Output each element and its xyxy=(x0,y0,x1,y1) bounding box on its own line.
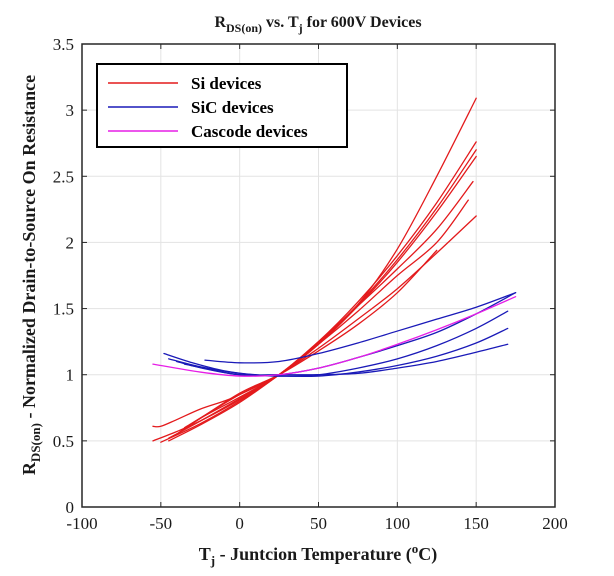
series-line-si-devices-5 xyxy=(168,180,474,439)
series-cascode-devices xyxy=(152,296,517,377)
series-line-si-devices-3 xyxy=(160,149,477,443)
y-tick-label: 1.5 xyxy=(53,300,74,319)
y-tick-label: 3 xyxy=(66,101,75,120)
x-tick-labels: -100 -50 0 50 100 150 200 xyxy=(66,514,567,533)
legend-label-sic: SiC devices xyxy=(191,98,274,117)
y-tick-labels: 0 0.5 1 1.5 2 2.5 3 3.5 xyxy=(53,35,74,517)
series-line-si-devices-8 xyxy=(191,249,438,425)
tick-marks xyxy=(81,43,556,508)
series-line-si-devices-6 xyxy=(175,199,469,435)
series-line-sic-devices-2 xyxy=(168,310,509,377)
y-tick-label: 2 xyxy=(66,233,75,252)
x-tick-label: 50 xyxy=(310,514,327,533)
series-si-devices xyxy=(152,97,477,443)
x-tick-label: 0 xyxy=(235,514,244,533)
legend-box xyxy=(96,63,348,148)
series-layer xyxy=(152,97,517,443)
y-tick-label: 1 xyxy=(66,366,75,385)
legend-label-si: Si devices xyxy=(191,74,262,93)
series-line-cascode-devices-1 xyxy=(152,296,517,377)
y-tick-label: 3.5 xyxy=(53,35,74,54)
legend-label-cascode: Cascode devices xyxy=(191,122,308,141)
series-line-si-devices-7 xyxy=(183,215,477,429)
series-line-sic-devices-5 xyxy=(204,292,517,364)
x-tick-label: -100 xyxy=(66,514,97,533)
x-tick-label: 200 xyxy=(542,514,568,533)
chart-title: RDS(on) vs. Tj for 600V Devices xyxy=(214,14,421,35)
x-tick-label: -50 xyxy=(149,514,172,533)
legend: Si devices SiC devices Cascode devices xyxy=(96,63,348,148)
y-tick-label: 0 xyxy=(66,498,75,517)
series-line-sic-devices-4 xyxy=(183,343,509,376)
x-tick-label: 100 xyxy=(385,514,411,533)
x-tick-label: 150 xyxy=(463,514,489,533)
y-tick-label: 2.5 xyxy=(53,167,74,186)
x-axis-title: Tj - Juntcion Temperature (oC) xyxy=(199,541,438,568)
y-tick-label: 0.5 xyxy=(53,432,74,451)
y-axis-title: RDS(on) - Normalized Drain-to-Source On … xyxy=(19,75,43,475)
